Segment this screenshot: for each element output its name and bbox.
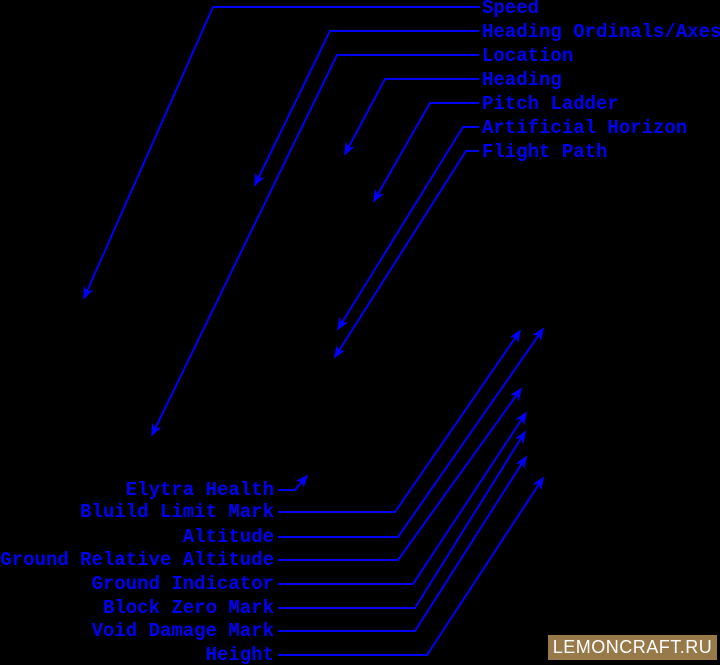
watermark-badge: LEMONCRAFT.RU — [548, 635, 717, 660]
callout-line-ground-indicator — [278, 411, 528, 585]
callout-line-heading — [344, 78, 479, 156]
annotation-label-heading: Heading — [482, 69, 562, 91]
callout-line-speed — [83, 6, 480, 300]
callout-line-block-zero-mark — [278, 430, 527, 609]
callout-line-flight-path — [333, 150, 479, 359]
annotation-label-artificial-horizon: Artificial Horizon — [482, 117, 688, 139]
annotation-label-ground-indicator: Ground Indicator — [91, 573, 274, 595]
annotation-label-heading-ordinals-axes: Heading Ordinals/Axes — [482, 21, 720, 43]
annotation-label-height: Height — [205, 644, 274, 665]
annotation-label-block-zero-mark: Block Zero Mark — [102, 597, 274, 619]
callout-line-ground-relative-altitude — [278, 387, 523, 561]
callout-line-height — [278, 476, 545, 656]
annotation-label-flight-path: Flight Path — [482, 141, 608, 163]
callout-line-artificial-horizon — [336, 126, 479, 331]
callout-line-void-damage-mark — [278, 455, 528, 632]
annotation-label-speed: Speed — [482, 0, 540, 19]
callout-line-heading-ordinals-axes — [254, 30, 479, 187]
annotation-label-pitch-ladder: Pitch Ladder — [482, 93, 619, 115]
callout-lines-group — [83, 6, 545, 656]
callout-line-pitch-ladder — [373, 102, 479, 203]
callout-line-build-limit-mark — [278, 329, 522, 513]
annotation-label-location: Location — [482, 45, 574, 67]
annotation-label-elytra-health: Elytra Health — [125, 479, 274, 501]
annotation-label-build-limit-mark: Bluild Limit Mark — [80, 501, 274, 523]
callout-line-elytra-health — [278, 474, 309, 491]
callout-line-altitude — [278, 327, 545, 538]
callout-line-location — [151, 54, 479, 437]
annotation-label-void-damage-mark: Void Damage Mark — [91, 620, 274, 642]
annotation-label-ground-relative-altitude: Ground Relative Altitude — [0, 549, 274, 571]
annotation-label-altitude: Altitude — [182, 526, 274, 548]
